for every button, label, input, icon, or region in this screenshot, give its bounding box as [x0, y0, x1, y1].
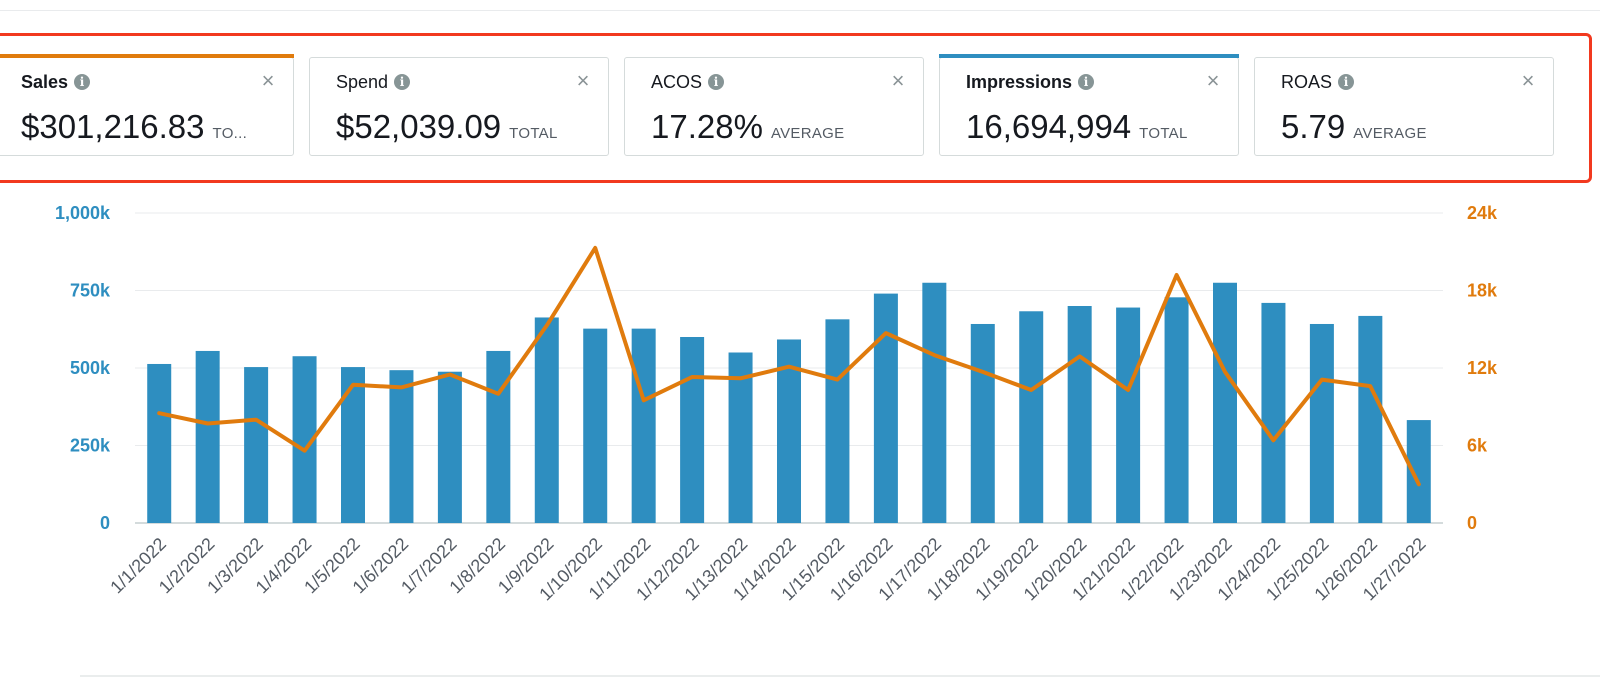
metric-aggregation: TO...	[212, 125, 248, 142]
bar-impressions	[873, 293, 898, 523]
combo-chart: 0250k500k750k1,000k06k12k18k24k1/1/20221…	[55, 203, 1498, 604]
bar-impressions	[825, 319, 850, 523]
y-right-tick-label: 6k	[1467, 436, 1488, 456]
metric-value: $301,216.83	[21, 108, 205, 145]
bar-impressions	[970, 323, 995, 523]
bar-impressions	[341, 367, 365, 523]
panel-top-border	[0, 10, 1600, 11]
info-icon[interactable]: i	[74, 74, 91, 90]
bar-impressions	[583, 328, 608, 523]
bar-impressions	[486, 350, 511, 523]
close-icon[interactable]: ×	[576, 68, 590, 93]
metric-aggregation: AVERAGE	[770, 125, 845, 142]
y-left-tick-label: 250k	[70, 436, 111, 456]
metric-card-roas[interactable]: ROAS i × 5.79 AVERAGE	[1254, 57, 1554, 156]
bar-impressions	[1019, 311, 1044, 523]
metric-name: ROAS	[1281, 72, 1333, 92]
bar-impressions	[922, 282, 947, 523]
metric-card-title: Sales i	[21, 70, 91, 94]
metric-card-sales[interactable]: Sales i × $301,216.83 TO...	[0, 54, 294, 156]
bar-impressions	[389, 370, 414, 523]
close-icon[interactable]: ×	[891, 68, 905, 93]
bar-impressions	[1358, 315, 1383, 523]
metric-value-row: 16,694,994 TOTAL	[966, 108, 1188, 146]
y-left-tick-label: 1,000k	[55, 203, 111, 223]
bar-impressions	[1261, 302, 1286, 523]
close-icon[interactable]: ×	[1521, 68, 1535, 93]
metric-aggregation: TOTAL	[509, 125, 558, 142]
metric-value: 16,694,994	[966, 108, 1132, 145]
metric-card-title: Spend i	[336, 70, 411, 94]
metric-name: Sales	[21, 72, 69, 92]
metric-card-title: ROAS i	[1281, 70, 1355, 94]
highlight-box	[0, 33, 1592, 183]
y-left-tick-label: 0	[100, 513, 110, 533]
panel-bottom-border	[80, 675, 1600, 677]
bar-impressions	[1116, 307, 1141, 523]
y-right-tick-label: 18k	[1467, 281, 1498, 301]
metric-aggregation: AVERAGE	[1353, 125, 1427, 142]
bar-impressions	[1309, 323, 1334, 523]
info-icon[interactable]: i	[394, 74, 411, 90]
metric-name: ACOS	[651, 72, 703, 92]
metric-card-title: ACOS i	[651, 70, 725, 94]
info-icon[interactable]: i	[1078, 74, 1095, 90]
bar-impressions	[1213, 282, 1237, 523]
bar-impressions	[244, 367, 269, 523]
y-left-tick-label: 750k	[70, 281, 111, 301]
bar-impressions	[1067, 306, 1092, 523]
metric-value-row: 5.79 AVERAGE	[1281, 108, 1427, 146]
metric-name: Impressions	[966, 72, 1073, 92]
metric-value-row: $52,039.09 TOTAL	[336, 108, 558, 146]
metric-card-accent	[0, 54, 294, 58]
info-icon[interactable]: i	[1338, 74, 1355, 90]
bar-impressions	[1164, 297, 1189, 523]
metric-aggregation: TOTAL	[1139, 125, 1188, 142]
metric-name: Spend	[336, 72, 389, 92]
metric-card-acos[interactable]: ACOS i × 17.28% AVERAGE	[624, 57, 924, 156]
metric-value: 17.28%	[651, 108, 763, 145]
close-icon[interactable]: ×	[1206, 68, 1220, 93]
bar-impressions	[195, 350, 220, 523]
metric-value: $52,039.09	[336, 108, 502, 145]
y-right-tick-label: 24k	[1467, 203, 1498, 223]
metric-value-row: $301,216.83 TO...	[21, 108, 283, 146]
line-sales	[157, 245, 1421, 487]
info-icon[interactable]: i	[708, 74, 725, 90]
y-left-tick-label: 500k	[70, 358, 111, 378]
metric-card-accent	[939, 54, 1239, 58]
bar-impressions	[728, 352, 753, 523]
metric-value: 5.79	[1281, 108, 1346, 145]
metric-value-row: 17.28% AVERAGE	[651, 108, 844, 146]
metric-card-spend[interactable]: Spend i × $52,039.09 TOTAL	[309, 57, 609, 156]
close-icon[interactable]: ×	[261, 68, 275, 93]
y-right-tick-label: 0	[1467, 513, 1477, 533]
bar-impressions	[147, 363, 172, 523]
bar-impressions	[437, 371, 462, 523]
metric-card-impressions[interactable]: Impressions i × 16,694,994 TOTAL	[939, 54, 1239, 156]
bar-impressions	[534, 317, 559, 523]
y-right-tick-label: 12k	[1467, 358, 1498, 378]
metric-card-title: Impressions i	[966, 70, 1095, 94]
bar-impressions	[680, 337, 705, 523]
bar-impressions	[631, 328, 656, 523]
